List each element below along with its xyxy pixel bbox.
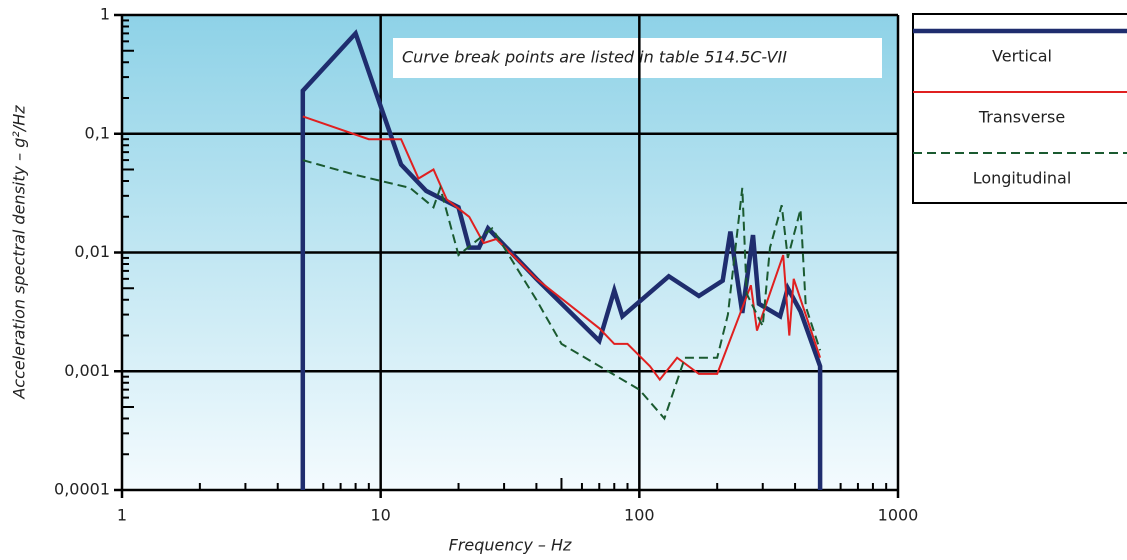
x-tick-label: 1 [117, 506, 127, 525]
x-tick-label: 1000 [878, 506, 919, 525]
legend-label: Vertical [992, 47, 1052, 66]
x-tick-label: 10 [370, 506, 390, 525]
annotation: Curve break points are listed in table 5… [402, 48, 787, 67]
series-line [300, 29, 823, 490]
annotation-box [393, 38, 882, 78]
y-axis-label: Acceleration spectral density – g²/Hz [10, 105, 29, 400]
y-tick-label: 0,001 [64, 361, 110, 380]
legend-label: Longitudinal [973, 169, 1072, 188]
series-line [302, 159, 822, 421]
x-tick-label: 100 [624, 506, 655, 525]
legend-box [912, 13, 1127, 204]
y-tick-label: 0,0001 [54, 480, 110, 499]
y-tick-label: 1 [100, 5, 110, 24]
x-axis-label: Frequency – Hz [449, 536, 572, 555]
series-line [302, 115, 822, 382]
legend-label: Transverse [978, 108, 1065, 127]
y-tick-label: 0,01 [74, 242, 110, 261]
y-tick-label: 0,1 [85, 123, 110, 142]
